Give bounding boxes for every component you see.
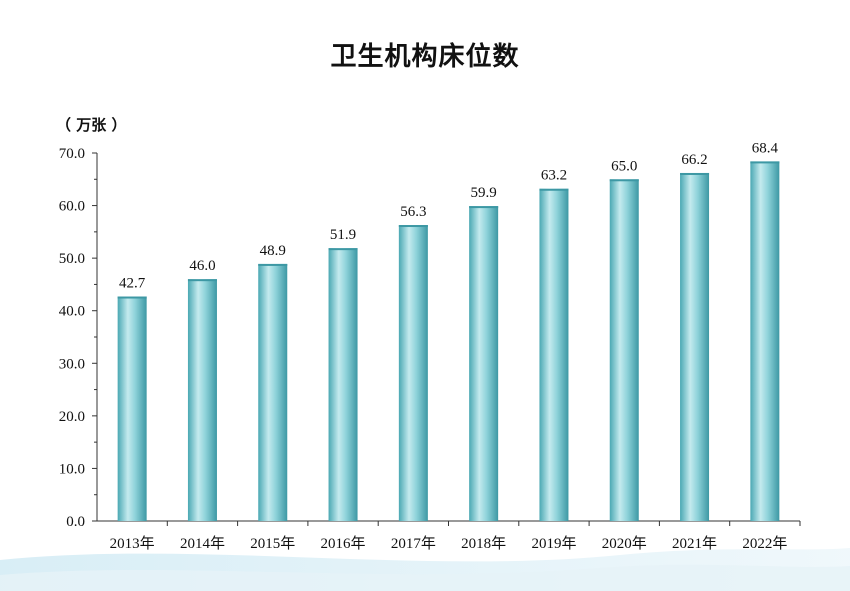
y-tick-label: 60.0	[59, 199, 85, 215]
bar-value-label: 48.9	[260, 243, 286, 259]
x-tick-label: 2014年	[180, 535, 225, 552]
bar	[117, 296, 147, 521]
bar	[469, 206, 499, 521]
background-wave-decoration	[0, 548, 850, 591]
labels: 42.7 2013年 46.0 2014年 48.9 2015年 51.9 2016年 56.3…	[110, 140, 788, 552]
bar-value-label: 65.0	[611, 158, 637, 174]
bar-top-edge	[539, 188, 569, 191]
bar-top-edge	[328, 248, 358, 251]
bar-value-label: 68.4	[752, 140, 779, 156]
bar-top-edge	[680, 172, 710, 175]
bar	[750, 161, 780, 521]
x-tick-label: 2015年	[250, 535, 295, 552]
bar-top-edge	[258, 263, 288, 266]
y-tick-label: 40.0	[59, 304, 85, 320]
bar	[539, 188, 569, 521]
bar-top-edge	[187, 279, 217, 282]
bar-top-edge	[117, 296, 147, 299]
bar-top-edge	[609, 179, 639, 182]
x-tick-label: 2016年	[321, 535, 366, 552]
bar	[680, 172, 710, 521]
y-tick-label: 10.0	[59, 461, 85, 477]
x-tick-label: 2020年	[602, 535, 647, 552]
x-tick-label: 2018年	[461, 535, 506, 552]
x-tick-label: 2019年	[531, 535, 576, 552]
bar-value-label: 59.9	[471, 185, 497, 201]
bar-top-edge	[398, 225, 428, 228]
chart-title: 卫生机构床位数	[330, 42, 520, 72]
bar	[187, 279, 217, 521]
y-tick-label: 70.0	[59, 146, 85, 162]
bar-value-label: 56.3	[400, 204, 426, 220]
bar-top-edge	[750, 161, 780, 164]
y-tick-label: 50.0	[59, 251, 85, 267]
x-tick-label: 2013年	[110, 535, 155, 552]
bar-value-label: 66.2	[681, 152, 707, 168]
y-tick-label: 20.0	[59, 409, 85, 425]
y-tick-label: 30.0	[59, 356, 85, 372]
x-tick-label: 2017年	[391, 535, 436, 552]
bar-value-label: 63.2	[541, 168, 567, 184]
bar	[258, 263, 288, 521]
x-tick-label: 2022年	[742, 535, 787, 552]
bar-value-label: 51.9	[330, 227, 356, 243]
bar	[609, 179, 639, 522]
bar	[398, 225, 428, 521]
x-tick-label: 2021年	[672, 535, 717, 552]
bar-value-label: 42.7	[119, 276, 146, 292]
bar-top-edge	[469, 206, 499, 209]
axes: 0.0 10.0 20.0 30.0 40.0 50.0 60.0 70.0	[59, 146, 801, 530]
bars	[117, 161, 780, 522]
y-tick-label: 0.0	[66, 514, 85, 530]
y-axis-unit-label: （ 万张 ）	[56, 116, 127, 134]
bar	[328, 248, 358, 521]
bar-value-label: 46.0	[189, 258, 215, 274]
